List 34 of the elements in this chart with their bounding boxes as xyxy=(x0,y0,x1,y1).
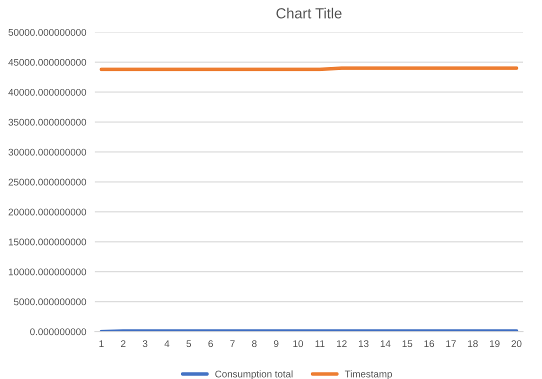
y-tick-label: 35000.000000000 xyxy=(8,118,86,126)
y-tick-label: 5000.000000000 xyxy=(14,298,86,306)
x-tick-label: 9 xyxy=(274,340,278,348)
x-tick-label: 14 xyxy=(380,340,391,348)
x-tick-label: 5 xyxy=(186,340,192,348)
x-tick-label: 12 xyxy=(337,340,347,348)
legend-label: Consumption total xyxy=(215,370,292,379)
legend-label: Timestamp xyxy=(344,370,392,379)
x-tick-label: 18 xyxy=(468,340,478,348)
x-tick-label: 19 xyxy=(490,340,500,348)
x-tick-label: 7 xyxy=(230,340,235,348)
x-tick-label: 16 xyxy=(424,340,434,348)
y-tick-label: 15000.000000000 xyxy=(8,238,86,246)
x-tick-label: 11 xyxy=(316,340,324,348)
x-tick-label: 20 xyxy=(512,340,522,348)
x-tick-label: 15 xyxy=(402,340,412,348)
y-tick-label: 25000.000000000 xyxy=(8,178,86,186)
x-tick-label: 3 xyxy=(142,340,148,348)
y-tick-label: 40000.000000000 xyxy=(8,88,86,96)
x-tick-label: 1 xyxy=(99,340,104,348)
y-tick-label: 45000.000000000 xyxy=(8,58,86,66)
x-tick-label: 2 xyxy=(121,340,126,348)
x-tick-label: 4 xyxy=(164,340,170,348)
chart-title: Chart Title xyxy=(276,8,342,18)
x-tick-label: 17 xyxy=(446,340,456,348)
y-tick-label: 30000.000000000 xyxy=(8,148,86,156)
x-tick-label: 6 xyxy=(208,340,213,348)
y-tick-label: 0.000000000 xyxy=(30,328,86,336)
x-tick-label: 13 xyxy=(358,340,369,348)
x-tick-label: 10 xyxy=(293,340,304,348)
x-tick-label: 8 xyxy=(252,340,257,348)
y-tick-label: 10000.000000000 xyxy=(8,268,86,276)
y-tick-label: 50000.000000000 xyxy=(8,28,86,36)
y-tick-label: 20000.000000000 xyxy=(8,208,86,216)
